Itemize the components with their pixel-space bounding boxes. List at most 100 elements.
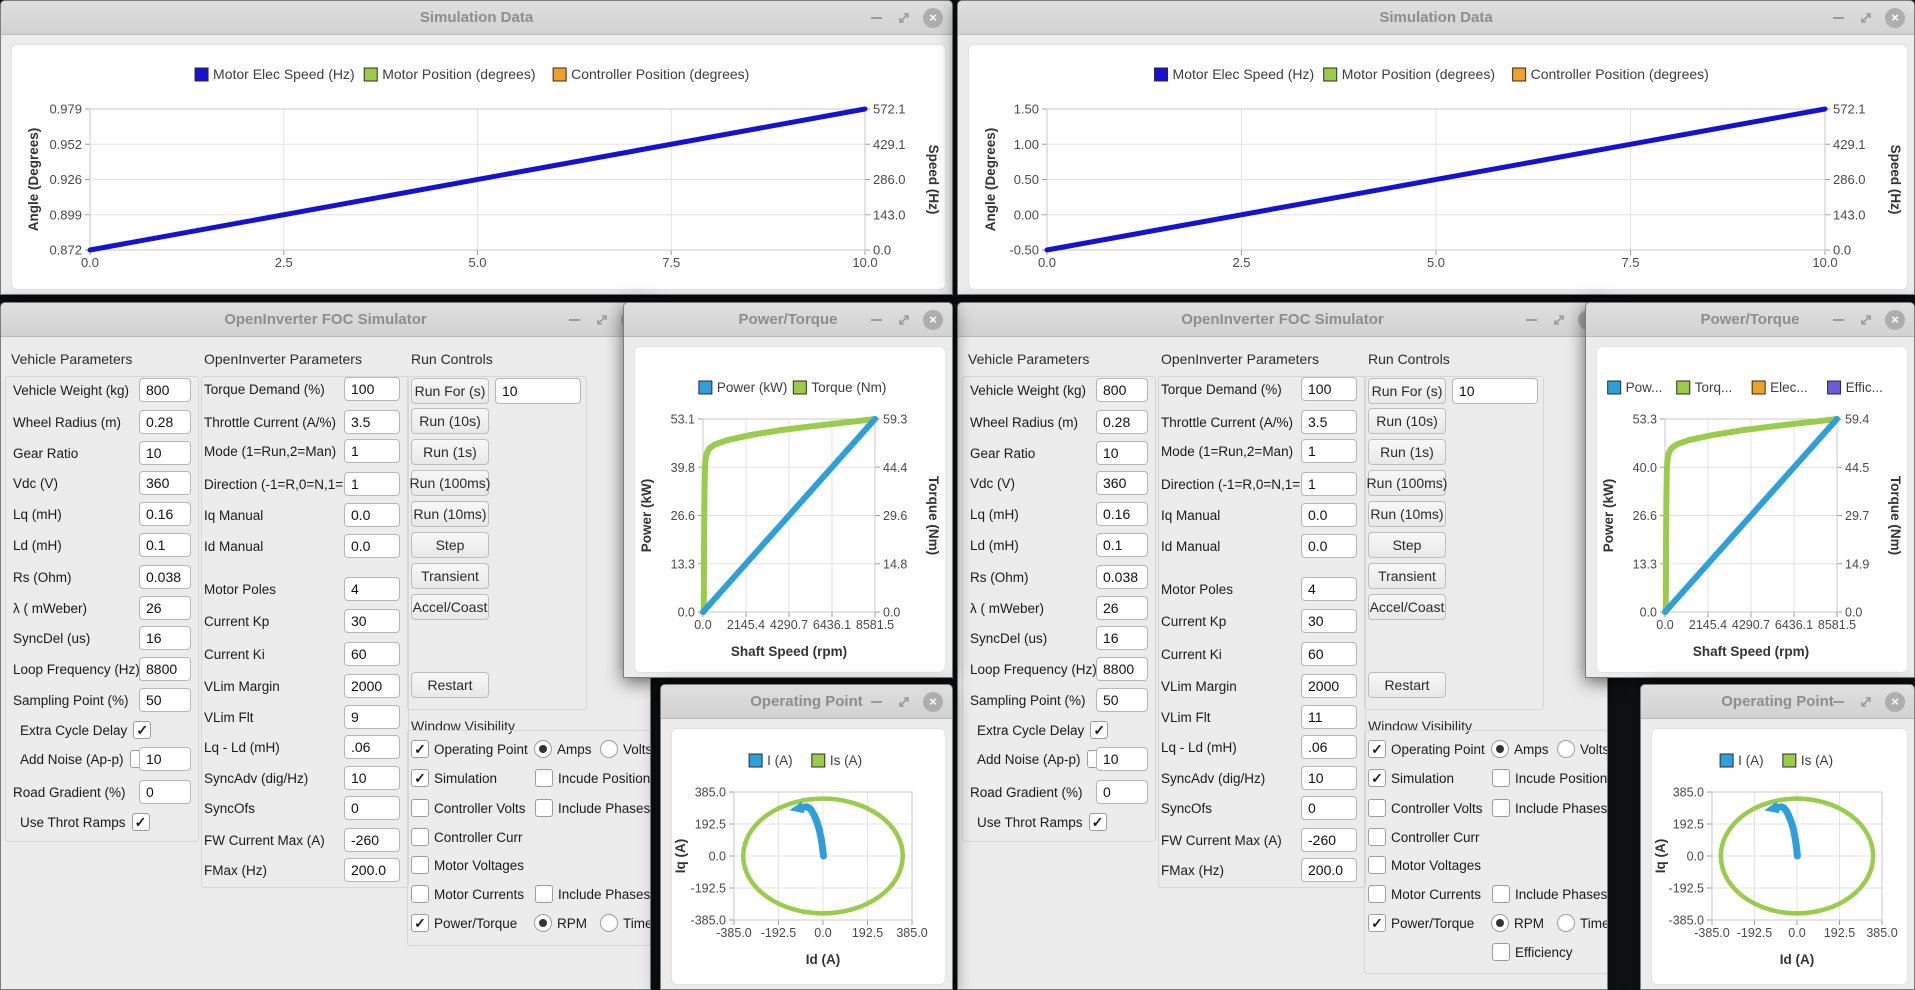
input-syncadv-dig-hz[interactable]	[344, 766, 400, 790]
input-fw-current-max-a[interactable]	[344, 828, 400, 852]
restore-button[interactable]	[1854, 303, 1878, 336]
input-add-noise-ap-p[interactable]	[1096, 747, 1148, 771]
input-run-for-seconds[interactable]	[495, 378, 581, 404]
restore-button[interactable]	[1854, 685, 1878, 718]
minimize-button[interactable]	[864, 303, 888, 336]
close-button[interactable]: ×	[921, 1, 945, 34]
minimize-button[interactable]	[1826, 303, 1850, 336]
input-mode-1-run-2-man[interactable]	[1301, 439, 1357, 463]
minimize-button[interactable]	[864, 1, 888, 34]
checkbox-power-torque[interactable]: ✓	[1368, 914, 1386, 932]
button-run-1s[interactable]: Run (1s)	[411, 439, 489, 465]
input-mode-1-run-2-man[interactable]	[344, 439, 400, 463]
input-syncofs[interactable]	[1301, 796, 1357, 820]
titlebar[interactable]: Power/Torque ×	[1586, 303, 1914, 337]
input-vlim-flt[interactable]	[1301, 705, 1357, 729]
button-run-10s[interactable]: Run (10s)	[1368, 408, 1446, 434]
checkbox-controller-volts[interactable]	[1368, 799, 1386, 817]
input-current-kp[interactable]	[344, 609, 400, 633]
input-sampling-point[interactable]	[139, 688, 191, 712]
input-gear-ratio[interactable]	[139, 441, 191, 465]
checkbox-use-throt-ramps[interactable]: ✓	[1088, 813, 1107, 831]
radio-time[interactable]	[1557, 914, 1575, 932]
input-fmax-hz[interactable]	[1301, 858, 1357, 882]
button-run-10ms[interactable]: Run (10ms)	[1368, 501, 1446, 527]
input-syncadv-dig-hz[interactable]	[1301, 766, 1357, 790]
checkbox-motor-voltages[interactable]	[1368, 856, 1386, 874]
input-vdc-v[interactable]	[139, 471, 191, 495]
input-vlim-margin[interactable]	[1301, 674, 1357, 698]
input-ld-mh[interactable]	[1096, 533, 1148, 557]
input-syncdel-us[interactable]	[139, 626, 191, 650]
input-mweber[interactable]	[139, 596, 191, 620]
checkbox-controller-curr[interactable]	[1368, 828, 1386, 846]
minimize-button[interactable]	[864, 685, 888, 718]
input-direction-1-r-0-n-1-f[interactable]	[344, 472, 400, 496]
input-vehicle-weight-kg[interactable]	[139, 378, 191, 402]
input-fw-current-max-a[interactable]	[1301, 828, 1357, 852]
input-syncofs[interactable]	[344, 796, 400, 820]
input-road-gradient[interactable]	[1096, 780, 1148, 804]
checkbox-include-phases[interactable]	[535, 885, 553, 903]
input-motor-poles[interactable]	[1301, 577, 1357, 601]
restore-button[interactable]	[892, 1, 916, 34]
input-lq-mh[interactable]	[1096, 502, 1148, 526]
input-sampling-point[interactable]	[1096, 688, 1148, 712]
input-current-ki[interactable]	[344, 642, 400, 666]
input-throttle-current-a[interactable]	[344, 410, 400, 434]
checkbox-motor-currents[interactable]	[411, 885, 429, 903]
input-current-ki[interactable]	[1301, 642, 1357, 666]
button-run-10s[interactable]: Run (10s)	[411, 408, 489, 434]
button-restart[interactable]: Restart	[1368, 672, 1446, 698]
input-torque-demand[interactable]	[344, 377, 400, 401]
titlebar[interactable]: OpenInverter FOC Simulator ×	[958, 303, 1607, 337]
input-loop-frequency-hz[interactable]	[139, 657, 191, 681]
checkbox-incude-position[interactable]	[1492, 769, 1510, 787]
restore-button[interactable]	[1547, 303, 1571, 336]
titlebar[interactable]: Simulation Data ×	[1, 1, 952, 35]
checkbox-extra-cycle-delay[interactable]: ✓	[133, 721, 152, 739]
radio-rpm[interactable]	[1491, 914, 1509, 932]
checkbox-operating-point[interactable]: ✓	[411, 740, 429, 758]
checkbox-use-throt-ramps[interactable]: ✓	[131, 813, 150, 831]
input-vlim-flt[interactable]	[344, 705, 400, 729]
button-accel-coast[interactable]: Accel/Coast	[1368, 594, 1446, 620]
input-iq-manual[interactable]	[344, 503, 400, 527]
radio-volts[interactable]	[600, 740, 618, 758]
input-id-manual[interactable]	[1301, 534, 1357, 558]
checkbox-include-phases[interactable]	[1492, 885, 1510, 903]
input-torque-demand[interactable]	[1301, 377, 1357, 401]
input-motor-poles[interactable]	[344, 577, 400, 601]
close-button[interactable]: ×	[921, 685, 945, 718]
button-transient[interactable]: Transient	[1368, 563, 1446, 589]
close-button[interactable]: ×	[1883, 685, 1907, 718]
input-road-gradient[interactable]	[139, 780, 191, 804]
input-lq-ld-mh[interactable]	[1301, 735, 1357, 759]
checkbox-motor-currents[interactable]	[1368, 885, 1386, 903]
button-run-100ms[interactable]: Run (100ms)	[410, 470, 490, 496]
button-step[interactable]: Step	[1368, 532, 1446, 558]
button-run-10ms[interactable]: Run (10ms)	[411, 501, 489, 527]
button-run-for-s[interactable]: Run For (s)	[411, 378, 489, 404]
checkbox-simulation[interactable]: ✓	[411, 769, 429, 787]
input-loop-frequency-hz[interactable]	[1096, 657, 1148, 681]
radio-amps[interactable]	[1491, 740, 1509, 758]
checkbox-simulation[interactable]: ✓	[1368, 769, 1386, 787]
input-gear-ratio[interactable]	[1096, 441, 1148, 465]
restore-button[interactable]	[1854, 1, 1878, 34]
input-vehicle-weight-kg[interactable]	[1096, 378, 1148, 402]
minimize-button[interactable]	[1826, 1, 1850, 34]
input-id-manual[interactable]	[344, 534, 400, 558]
button-run-1s[interactable]: Run (1s)	[1368, 439, 1446, 465]
checkbox-operating-point[interactable]: ✓	[1368, 740, 1386, 758]
input-rs-ohm[interactable]	[139, 565, 191, 589]
close-button[interactable]: ×	[1883, 1, 1907, 34]
input-wheel-radius-m[interactable]	[139, 410, 191, 434]
checkbox-controller-volts[interactable]	[411, 799, 429, 817]
input-lq-ld-mh[interactable]	[344, 735, 400, 759]
button-run-100ms[interactable]: Run (100ms)	[1367, 470, 1447, 496]
input-throttle-current-a[interactable]	[1301, 410, 1357, 434]
restore-button[interactable]	[892, 303, 916, 336]
titlebar[interactable]: Operating Point ×	[661, 685, 952, 719]
input-syncdel-us[interactable]	[1096, 626, 1148, 650]
